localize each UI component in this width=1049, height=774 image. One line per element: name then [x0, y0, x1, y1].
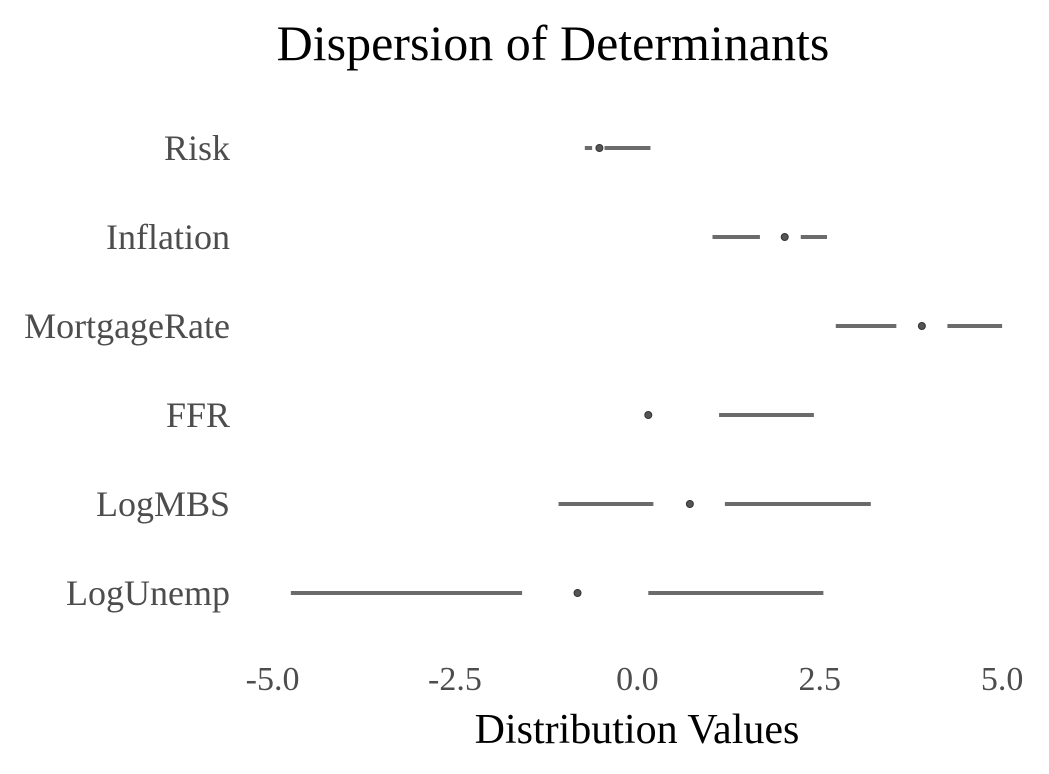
median-point-risk	[595, 144, 604, 152]
x-tick-label-2-5: 2.5	[798, 661, 841, 698]
y-tick-label-mortgagerate: MortgageRate	[24, 306, 230, 346]
x-axis-ticks: -5.0 -2.5 0.0 2.5 5.0	[246, 661, 1024, 698]
y-tick-label-logmbs: LogMBS	[96, 484, 230, 524]
median-point-mortgagerate	[917, 322, 926, 330]
y-tick-label-risk: Risk	[164, 128, 230, 168]
chart-title: Dispersion of Determinants	[277, 15, 830, 71]
x-axis-title: Distribution Values	[475, 707, 800, 753]
boxplot-mortgagerate	[835, 322, 1003, 330]
boxplot-ffr	[644, 411, 814, 419]
x-tick-label-2-5: -2.5	[428, 661, 482, 698]
boxplot-group	[290, 144, 1003, 597]
median-point-inflation	[780, 233, 789, 241]
boxplot-logmbs	[558, 500, 871, 508]
median-point-logmbs	[685, 500, 694, 508]
y-tick-label-logunemp: LogUnemp	[66, 573, 230, 613]
x-tick-label-0-0: 0.0	[616, 661, 659, 698]
x-tick-label-5-0: -5.0	[246, 661, 300, 698]
y-axis-ticks: Risk Inflation MortgageRate FFR LogMBS LogUne…	[24, 128, 230, 613]
boxplot-inflation	[712, 233, 828, 241]
median-point-logunemp	[573, 589, 582, 597]
y-tick-label-ffr: FFR	[166, 395, 230, 435]
median-point-ffr	[644, 411, 653, 419]
y-tick-label-inflation: Inflation	[106, 217, 230, 257]
boxplot-logunemp	[290, 589, 824, 597]
boxplot-risk	[584, 144, 651, 152]
x-tick-label-5-0: 5.0	[981, 661, 1024, 698]
